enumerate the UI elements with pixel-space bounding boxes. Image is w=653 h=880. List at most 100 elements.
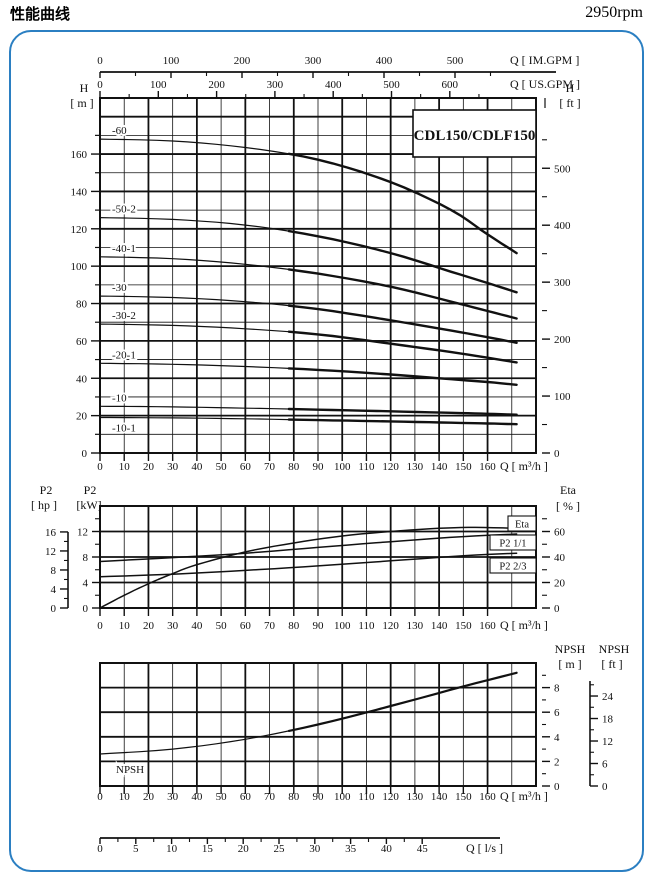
svg-text:45: 45 bbox=[417, 843, 429, 855]
svg-text:20: 20 bbox=[143, 791, 155, 803]
gpm-axes: 0 100 200 300 400 500 Q [ IM.GPM ]0 100 200 300 40… bbox=[97, 53, 580, 108]
svg-text:0: 0 bbox=[97, 461, 103, 473]
svg-text:30: 30 bbox=[309, 843, 321, 855]
svg-text:20: 20 bbox=[238, 843, 250, 855]
svg-text:100: 100 bbox=[334, 620, 351, 632]
svg-text:400: 400 bbox=[554, 220, 571, 232]
svg-text:[ m ]: [ m ] bbox=[558, 657, 581, 671]
svg-text:8: 8 bbox=[51, 565, 57, 577]
svg-text:160: 160 bbox=[71, 149, 88, 161]
svg-text:50: 50 bbox=[216, 620, 228, 632]
svg-text:70: 70 bbox=[264, 620, 276, 632]
svg-text:150: 150 bbox=[455, 791, 472, 803]
svg-text:0: 0 bbox=[51, 603, 57, 615]
curve-label-10-1: -10-1 bbox=[112, 423, 136, 435]
npsh-grid bbox=[99, 662, 537, 787]
eta-axis: 0 20 40 60 Eta [ % ] bbox=[542, 483, 580, 615]
svg-text:8: 8 bbox=[83, 552, 89, 564]
svg-text:40: 40 bbox=[191, 791, 203, 803]
chart-frame-border bbox=[9, 30, 644, 872]
svg-text:Q [ m³/h ]: Q [ m³/h ] bbox=[500, 459, 548, 473]
svg-text:30: 30 bbox=[167, 620, 179, 632]
svg-text:12: 12 bbox=[602, 736, 613, 748]
head-10-curve-thin bbox=[99, 405, 290, 410]
page-title: 性能曲线 bbox=[10, 5, 71, 23]
svg-text:Q [ US.GPM ]: Q [ US.GPM ] bbox=[510, 77, 580, 91]
svg-text:60: 60 bbox=[240, 620, 252, 632]
svg-text:10: 10 bbox=[119, 461, 131, 473]
svg-text:110: 110 bbox=[358, 461, 375, 473]
svg-text:50: 50 bbox=[216, 791, 228, 803]
svg-text:400: 400 bbox=[325, 79, 342, 91]
ls-axis: 0 5 10 15 20 25 30 35 40 45 Q [ l/s ] bbox=[97, 837, 503, 855]
head-20-1-curve-thin bbox=[99, 362, 290, 369]
svg-text:40: 40 bbox=[191, 620, 203, 632]
svg-text:18: 18 bbox=[602, 714, 614, 726]
svg-text:Eta: Eta bbox=[515, 520, 529, 531]
svg-text:110: 110 bbox=[358, 620, 375, 632]
svg-text:8: 8 bbox=[554, 683, 560, 695]
svg-text:0: 0 bbox=[97, 55, 103, 67]
svg-text:30: 30 bbox=[167, 791, 179, 803]
svg-text:200: 200 bbox=[234, 55, 251, 67]
svg-text:P2: P2 bbox=[84, 483, 97, 497]
svg-text:500: 500 bbox=[554, 163, 571, 175]
svg-text:[kW]: [kW] bbox=[76, 498, 101, 512]
svg-text:300: 300 bbox=[554, 277, 571, 289]
svg-text:2: 2 bbox=[554, 756, 560, 768]
svg-text:40: 40 bbox=[191, 461, 203, 473]
svg-text:100: 100 bbox=[71, 261, 88, 273]
svg-text:[ m ]: [ m ] bbox=[70, 96, 93, 110]
head-50-2-curve-bold bbox=[287, 229, 518, 294]
svg-text:60: 60 bbox=[240, 461, 252, 473]
svg-text:70: 70 bbox=[264, 461, 276, 473]
main-series: -60 -50-2 -40-1 -30 -30-2 -20-1 -10 -10-1 bbox=[99, 123, 518, 437]
power-x-axis: 0 10 20 30 40 50 60 70 80 90 100 110 120 130 140 150 160… bbox=[97, 608, 548, 632]
svg-text:15: 15 bbox=[202, 843, 214, 855]
svg-text:150: 150 bbox=[455, 620, 472, 632]
svg-text:90: 90 bbox=[313, 791, 325, 803]
curve-label-10: -10 bbox=[112, 392, 127, 404]
head-60-curve-bold bbox=[287, 152, 518, 255]
npsh-x-axis: 0 10 20 30 40 50 60 70 80 90 100 110 120 130 140 150 160… bbox=[97, 786, 548, 803]
svg-text:Q [ l/s ]: Q [ l/s ] bbox=[466, 841, 503, 855]
power-P2-1/1-curve-thin bbox=[99, 533, 518, 563]
svg-text:0: 0 bbox=[82, 448, 88, 460]
svg-text:35: 35 bbox=[345, 843, 357, 855]
svg-text:500: 500 bbox=[383, 79, 400, 91]
svg-text:40: 40 bbox=[76, 373, 88, 385]
head-30-curve-bold bbox=[287, 304, 518, 344]
p2-kw-axis: 0 4 8 12 P2[kW] bbox=[76, 483, 101, 615]
head-30-2-curve-bold bbox=[287, 330, 518, 364]
head-50-2-curve-thin bbox=[99, 217, 290, 232]
svg-text:120: 120 bbox=[382, 461, 399, 473]
svg-text:0: 0 bbox=[83, 603, 89, 615]
svg-text:40: 40 bbox=[554, 552, 566, 564]
npsh-curve-bold bbox=[287, 671, 518, 733]
svg-text:10: 10 bbox=[166, 843, 178, 855]
svg-text:130: 130 bbox=[407, 620, 424, 632]
svg-text:20: 20 bbox=[143, 461, 155, 473]
power-P2-2/3-curve-thin bbox=[99, 552, 518, 578]
svg-text:H: H bbox=[80, 81, 89, 95]
svg-text:0: 0 bbox=[97, 843, 103, 855]
head-10-curve-bold bbox=[287, 407, 518, 416]
svg-text:12: 12 bbox=[77, 527, 88, 539]
svg-text:4: 4 bbox=[554, 732, 560, 744]
svg-text:600: 600 bbox=[442, 79, 459, 91]
legend-box-Eta: Eta bbox=[507, 515, 537, 532]
svg-text:[ ft ]: [ ft ] bbox=[601, 657, 622, 671]
svg-text:30: 30 bbox=[167, 461, 179, 473]
svg-text:0: 0 bbox=[602, 781, 608, 793]
npsh-curve-label: NPSH bbox=[116, 764, 144, 776]
curve-label-30-2: -30-2 bbox=[112, 310, 136, 322]
npsh-series: NPSH bbox=[99, 671, 518, 778]
svg-text:70: 70 bbox=[264, 791, 276, 803]
svg-text:200: 200 bbox=[208, 79, 225, 91]
curve-label-50-2: -50-2 bbox=[112, 204, 136, 216]
svg-text:0: 0 bbox=[554, 448, 560, 460]
svg-text:[ ft ]: [ ft ] bbox=[559, 96, 580, 110]
